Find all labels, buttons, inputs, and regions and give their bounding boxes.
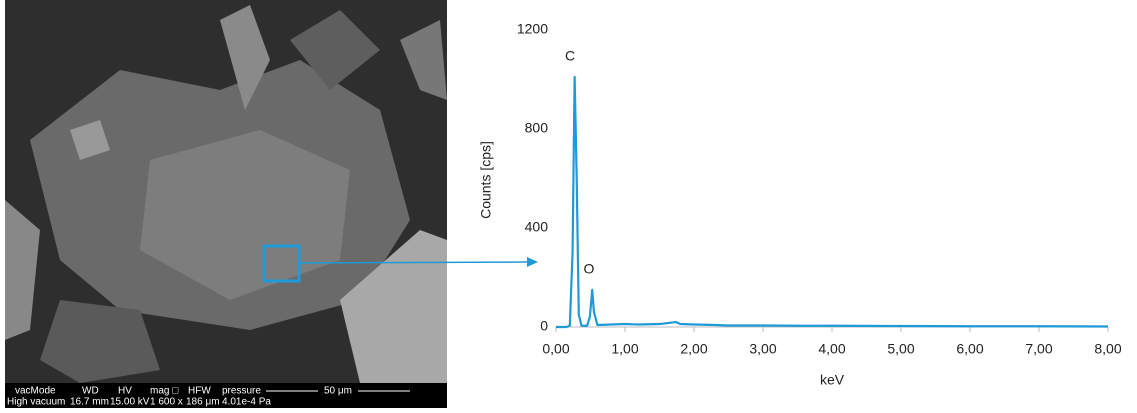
y-tick-label: 800 (525, 120, 549, 136)
info-value: 15.00 kV (110, 397, 150, 408)
info-header: HFW (188, 386, 211, 397)
x-tick-label: 5,00 (887, 341, 914, 357)
scale-bar-label: 50 μm (324, 386, 352, 397)
info-header: pressure (222, 386, 261, 397)
info-header: mag □ (150, 386, 178, 397)
x-tick-label: 3,00 (749, 341, 776, 357)
x-tick-label: 6,00 (956, 341, 983, 357)
info-header: vacMode (15, 386, 56, 397)
x-tick-label: 4,00 (818, 341, 845, 357)
info-value: 4.01e-4 Pa (222, 397, 271, 408)
x-axis-label: keV (820, 372, 845, 388)
x-tick-label: 8,00 (1094, 341, 1121, 357)
y-tick-label: 400 (525, 219, 549, 235)
x-tick-label: 2,00 (680, 341, 707, 357)
y-tick-label: 1200 (517, 21, 548, 37)
y-tick-label: 0 (540, 318, 548, 334)
info-value: 186 μm (186, 397, 220, 408)
y-axis-label: Counts [cps] (478, 141, 494, 219)
peak-label: C (565, 48, 575, 64)
info-header: WD (82, 386, 99, 397)
info-value: High vacuum (7, 397, 65, 408)
sem-image (5, 0, 447, 408)
x-tick-label: 0,00 (542, 341, 569, 357)
peak-label: O (584, 261, 595, 277)
x-tick-label: 1,00 (611, 341, 638, 357)
info-value: 16.7 mm (70, 397, 109, 408)
info-value: 1 600 x (150, 397, 183, 408)
x-tick-label: 7,00 (1025, 341, 1052, 357)
callout-arrow (298, 257, 538, 267)
info-header: HV (118, 386, 132, 397)
spectrum-line (556, 75, 1109, 329)
